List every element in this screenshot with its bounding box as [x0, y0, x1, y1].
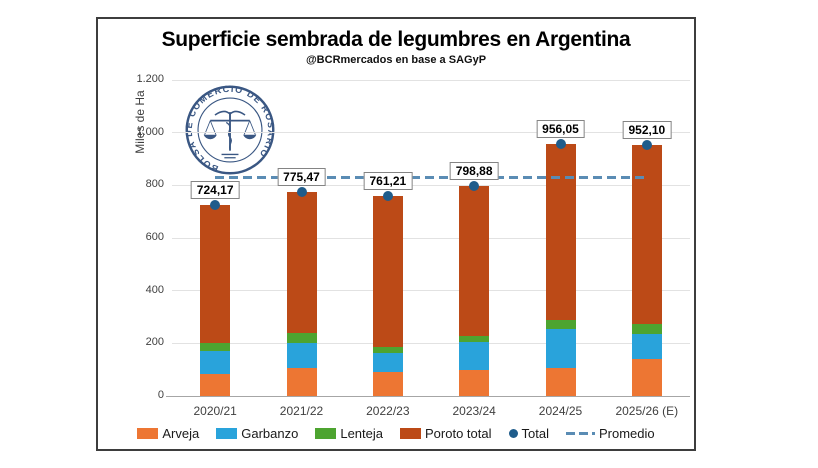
- bar-segment-poroto-total: [459, 185, 490, 337]
- chart-title: Superficie sembrada de legumbres en Arge…: [161, 28, 631, 51]
- x-category-label: 2020/21: [193, 404, 237, 418]
- legend-label: Lenteja: [340, 426, 383, 441]
- total-dot: [469, 180, 480, 191]
- y-tick-label: 1.200: [136, 73, 164, 85]
- bcr-rosario-logo-icon: BOLSA DE COMERCIO DE ROSARIO: [184, 84, 275, 175]
- x-category-label: 2025/26 (E): [615, 404, 679, 418]
- x-axis-line: [166, 396, 690, 397]
- legend-dash-icon: [565, 432, 597, 435]
- bar-segment-arveja: [200, 373, 231, 396]
- chart-subtitle: @BCRmercados en base a SAGyP: [305, 54, 487, 66]
- legend-item-total: Total: [508, 426, 549, 441]
- bar-segment-poroto-total: [286, 191, 317, 334]
- y-tick-label: 200: [145, 336, 164, 349]
- bar-segment-lenteja: [200, 342, 231, 352]
- legend-item-promedio: Promedio: [565, 426, 655, 441]
- bar-segment-poroto-total: [372, 195, 403, 348]
- bar-segment-arveja: [372, 372, 403, 396]
- total-value-label: 724,17: [190, 181, 240, 200]
- total-value-label: 952,10: [622, 121, 672, 140]
- total-value-label: 775,47: [277, 167, 326, 186]
- legend-swatch-icon: [315, 428, 337, 439]
- bar-segment-garbanzo: [459, 342, 490, 371]
- promedio-line: [215, 176, 647, 180]
- gridline: [172, 237, 690, 239]
- x-category-label: 2021/22: [279, 404, 324, 418]
- total-value-label: 956,05: [536, 120, 585, 139]
- bar-segment-lenteja: [545, 319, 576, 329]
- x-category-label: 2023/24: [452, 404, 496, 418]
- total-dot: [296, 186, 307, 197]
- legend-label: Garbanzo: [241, 426, 299, 441]
- total-dot: [641, 140, 652, 151]
- total-value-label: 798,88: [449, 161, 499, 180]
- legend-swatch-icon: [137, 428, 159, 439]
- bar-segment-arveja: [631, 359, 662, 396]
- legend-label: Total: [521, 426, 549, 441]
- legend-label: Promedio: [598, 426, 655, 441]
- legend-item-arveja: Arveja: [137, 426, 199, 441]
- legend-label: Poroto total: [425, 426, 492, 441]
- legend-item-garbanzo: Garbanzo: [216, 426, 298, 441]
- y-axis-label: Miles de Ha: [133, 90, 147, 154]
- bar-segment-garbanzo: [286, 343, 317, 368]
- bar-segment-poroto-total: [200, 205, 231, 343]
- gridline: [172, 184, 690, 186]
- bar-segment-lenteja: [459, 336, 490, 342]
- legend-label: Arveja: [162, 426, 200, 441]
- total-value-label: 761,21: [363, 171, 413, 190]
- y-tick-label: 400: [145, 283, 164, 296]
- bar-segment-arveja: [286, 367, 317, 396]
- legend-dot-icon: [508, 429, 518, 438]
- total-dot: [555, 139, 566, 150]
- bar-segment-lenteja: [286, 333, 317, 344]
- legend: Arveja Garbanzo Lenteja Poroto total Total Pr…: [98, 426, 694, 441]
- bar-segment-lenteja: [372, 347, 403, 354]
- gridline: [172, 342, 690, 344]
- legend-item-lenteja: Lenteja: [315, 426, 383, 441]
- bar-segment-arveja: [545, 368, 576, 396]
- bar-segment-garbanzo: [200, 351, 231, 374]
- legend-swatch-icon: [216, 428, 238, 439]
- bar-segment-arveja: [459, 370, 490, 396]
- total-dot: [382, 190, 393, 201]
- bar-segment-garbanzo: [545, 328, 576, 369]
- y-tick-label: 1.000: [136, 125, 164, 138]
- x-category-label: 2024/25: [538, 404, 583, 418]
- legend-item-poroto-total: Poroto total: [400, 426, 492, 441]
- y-tick-label: 800: [145, 178, 164, 191]
- bar-segment-poroto-total: [545, 144, 576, 320]
- gridline: [172, 132, 690, 134]
- plot-area: 724,17 775,47 761,21 798,88 956,05 952,10: [166, 79, 690, 397]
- x-category-label: 2022/23: [366, 404, 410, 418]
- bar-segment-garbanzo: [631, 334, 662, 360]
- chart-panel: Superficie sembrada de legumbres en Arge…: [96, 17, 696, 451]
- y-tick-label: 0: [157, 389, 164, 401]
- bar-segment-lenteja: [631, 324, 662, 335]
- bar-segment-poroto-total: [631, 145, 662, 325]
- bar-segment-garbanzo: [372, 353, 403, 373]
- gridline: [172, 290, 690, 292]
- y-tick-label: 600: [145, 231, 164, 243]
- gridline: [172, 79, 690, 81]
- legend-swatch-icon: [400, 428, 421, 439]
- total-dot: [210, 200, 221, 211]
